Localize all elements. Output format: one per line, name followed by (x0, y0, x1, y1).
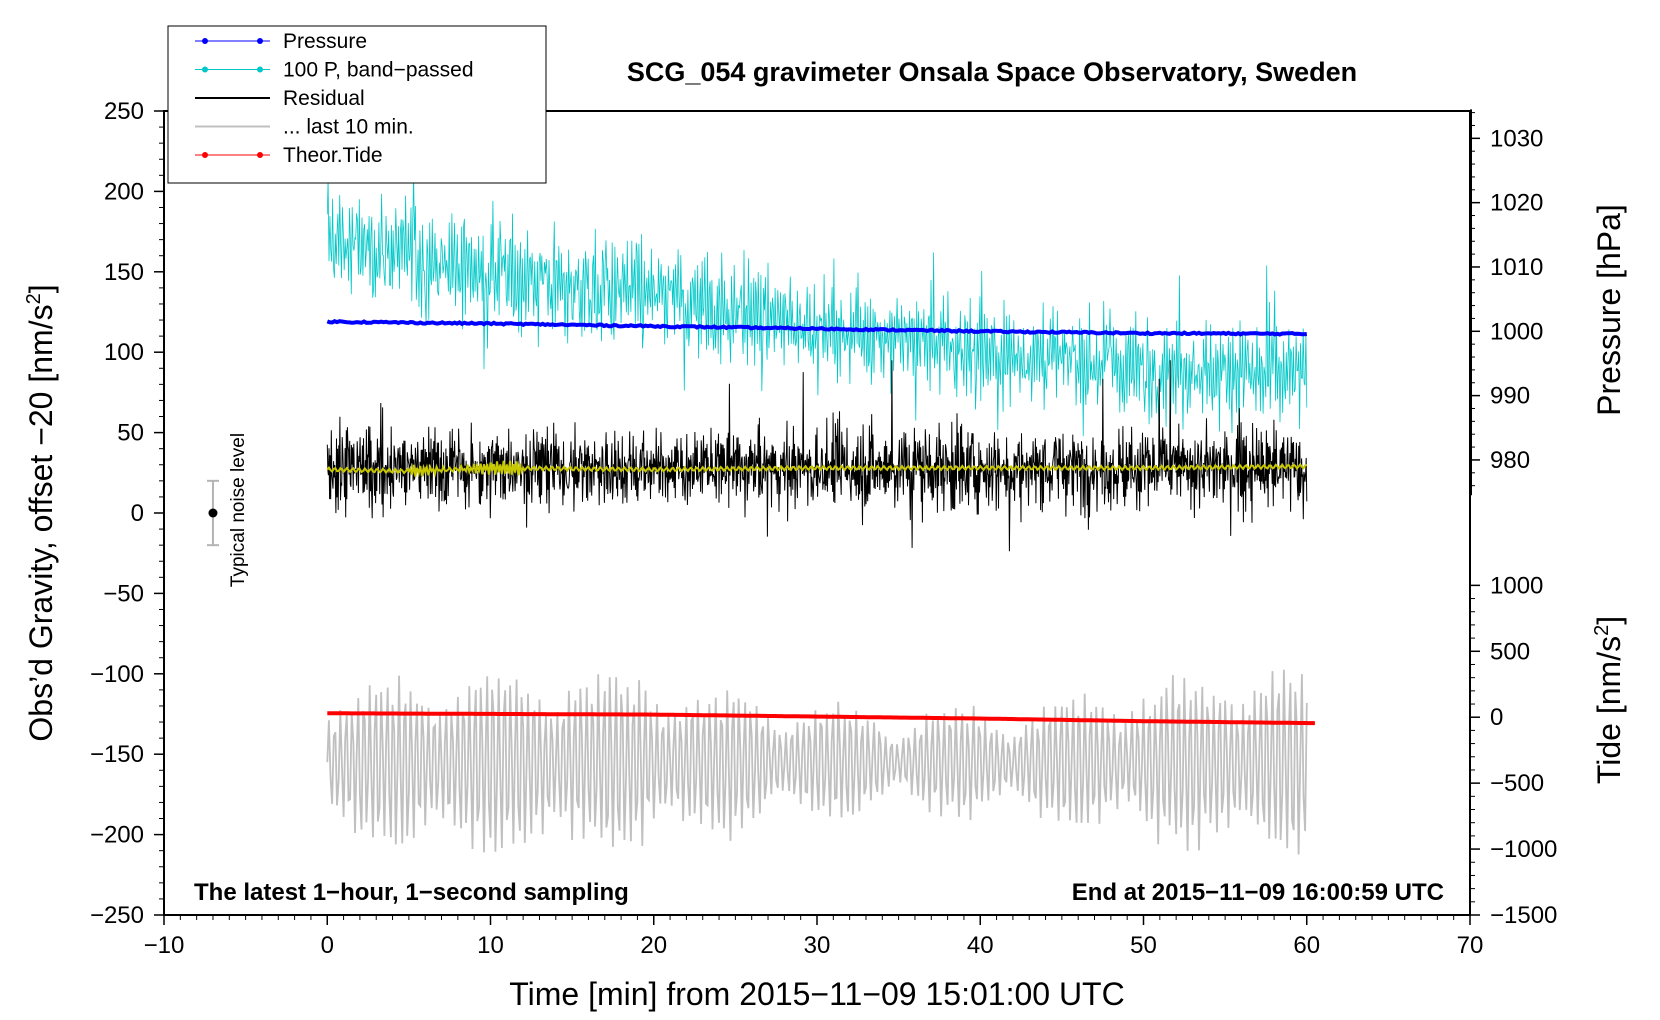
tide-tick-label: 1000 (1490, 572, 1543, 599)
pressure-tick-label: 1020 (1490, 190, 1543, 217)
y-axis-label-tide: Tide [nm/s2] (1591, 616, 1627, 784)
pressure-tick-label: 1000 (1490, 318, 1543, 345)
y-tick-label: 50 (117, 420, 144, 447)
y-axis-label-gravity: Obs’d Gravity, offset −20 [nm/s2] (23, 284, 59, 741)
legend: Pressure 100 P, band−passed Residual ... la… (167, 25, 547, 184)
legend-label: 100 P, band−passed (283, 59, 474, 82)
y-axis-label-tide-text: Tide [nm/s (1591, 636, 1627, 784)
legend-label: Residual (283, 87, 365, 110)
annotation-sampling: The latest 1−hour, 1−second sampling (194, 879, 629, 906)
y-axis-label-pressure: Pressure [hPa] (1591, 204, 1627, 416)
x-tick-label: 0 (321, 932, 334, 959)
y-axis-label-tide-sup: 2 (1591, 625, 1613, 636)
annotation-end-time: End at 2015−11−09 16:00:59 UTC (1072, 879, 1444, 906)
x-tick-label: −10 (144, 932, 185, 959)
y-axis-label-gravity-text: Obs’d Gravity, offset −20 [nm/s (23, 304, 59, 741)
y-tick-label: 100 (104, 339, 144, 366)
pressure-tick-label: 1010 (1490, 254, 1543, 281)
noise-bar-center-point (208, 508, 218, 518)
x-axis-label: Time [min] from 2015−11−09 15:01:00 UTC (509, 976, 1124, 1012)
y-axis-label-tide-end: ] (1591, 616, 1627, 625)
y-tick-label: −150 (90, 741, 144, 768)
x-tick-label: 20 (640, 932, 667, 959)
y-axis-label-gravity-end: ] (23, 284, 59, 293)
y-tick-label: 0 (131, 500, 144, 527)
legend-box (167, 25, 547, 184)
tide-tick-label: −1000 (1490, 836, 1557, 863)
legend-label: ... last 10 min. (283, 116, 414, 139)
tide-tick-label: −1500 (1490, 902, 1557, 929)
series-last-10-min (326, 669, 1308, 855)
y-tick-label: 250 (104, 98, 144, 125)
chart-title: SCG_054 gravimeter Onsala Space Observat… (627, 57, 1357, 87)
x-tick-label: 70 (1457, 932, 1484, 959)
tide-tick-label: 500 (1490, 638, 1530, 665)
y-tick-label: −50 (103, 580, 144, 607)
y-tick-label: 150 (104, 259, 144, 286)
legend-label: Pressure (283, 30, 367, 53)
legend-marker (202, 152, 208, 158)
x-tick-label: 10 (477, 932, 504, 959)
x-tick-label: 50 (1130, 932, 1157, 959)
series-band-passed-pressure (326, 172, 1308, 443)
legend-marker (202, 38, 208, 44)
y-tick-label: −200 (90, 822, 144, 849)
tide-tick-label: 0 (1490, 704, 1503, 731)
tide-tick-label: −500 (1490, 770, 1544, 797)
legend-label: Theor.Tide (283, 144, 383, 167)
legend-marker (202, 66, 208, 73)
pressure-tick-label: 1030 (1490, 125, 1543, 152)
y-tick-label: 200 (104, 178, 144, 205)
x-tick-label: 30 (804, 932, 831, 959)
series-residual (326, 360, 1308, 552)
noise-level-label: Typical noise level (228, 433, 249, 587)
legend-marker (257, 38, 263, 44)
series-theoretical-tide (327, 711, 1315, 726)
y-tick-label: −100 (90, 661, 144, 688)
x-tick-label: 40 (967, 932, 994, 959)
x-tick-label: 60 (1293, 932, 1320, 959)
pressure-tick-label: 980 (1490, 447, 1530, 474)
legend-marker (257, 66, 263, 73)
pressure-tick-label: 990 (1490, 383, 1530, 410)
y-axis-label-gravity-sup: 2 (23, 293, 45, 304)
y-tick-label: −250 (90, 902, 144, 929)
legend-marker (257, 152, 263, 158)
series-pressure (326, 319, 1307, 337)
series-residual-mean (326, 460, 1308, 478)
